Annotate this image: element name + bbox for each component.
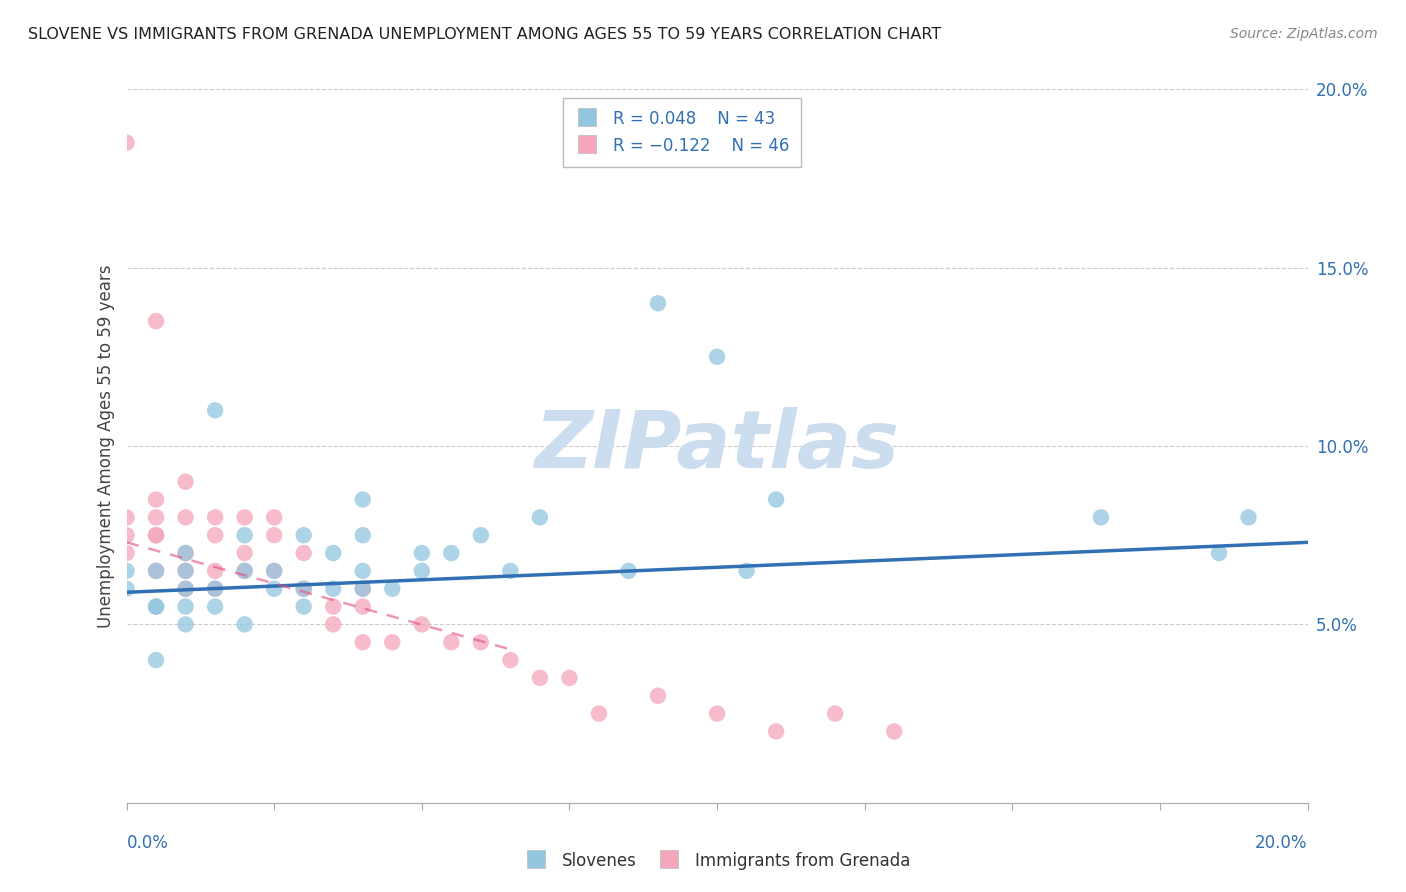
Point xyxy=(440,546,463,560)
Point xyxy=(706,706,728,721)
Point xyxy=(145,528,167,542)
Point xyxy=(411,564,433,578)
Point xyxy=(440,635,463,649)
Point xyxy=(292,528,315,542)
Point xyxy=(322,617,344,632)
Point xyxy=(352,492,374,507)
Point xyxy=(883,724,905,739)
Point xyxy=(352,582,374,596)
Point xyxy=(470,528,492,542)
Point xyxy=(115,29,138,43)
Text: ZIPatlas: ZIPatlas xyxy=(534,407,900,485)
Point xyxy=(292,546,315,560)
Point xyxy=(115,510,138,524)
Point xyxy=(292,599,315,614)
Point xyxy=(115,564,138,578)
Point xyxy=(263,510,285,524)
Point xyxy=(145,492,167,507)
Point xyxy=(145,653,167,667)
Point xyxy=(352,564,374,578)
Point xyxy=(1237,510,1260,524)
Point xyxy=(145,564,167,578)
Point xyxy=(735,564,758,578)
Point xyxy=(174,617,197,632)
Point xyxy=(204,564,226,578)
Point xyxy=(381,582,404,596)
Point xyxy=(411,617,433,632)
Point xyxy=(145,314,167,328)
Y-axis label: Unemployment Among Ages 55 to 59 years: Unemployment Among Ages 55 to 59 years xyxy=(97,264,115,628)
Point xyxy=(145,564,167,578)
Point xyxy=(322,599,344,614)
Point xyxy=(115,136,138,150)
Point xyxy=(647,296,669,310)
Point xyxy=(174,564,197,578)
Point xyxy=(352,582,374,596)
Point xyxy=(174,599,197,614)
Point xyxy=(204,582,226,596)
Point xyxy=(529,510,551,524)
Point xyxy=(824,706,846,721)
Point xyxy=(352,635,374,649)
Point xyxy=(233,546,256,560)
Text: 0.0%: 0.0% xyxy=(127,834,169,852)
Point xyxy=(292,582,315,596)
Point xyxy=(411,546,433,560)
Point xyxy=(499,564,522,578)
Point xyxy=(174,475,197,489)
Point xyxy=(233,528,256,542)
Point xyxy=(617,564,640,578)
Point xyxy=(233,617,256,632)
Text: 20.0%: 20.0% xyxy=(1256,834,1308,852)
Point xyxy=(204,582,226,596)
Legend: Slovenes, Immigrants from Grenada: Slovenes, Immigrants from Grenada xyxy=(517,845,917,877)
Point xyxy=(204,510,226,524)
Text: SLOVENE VS IMMIGRANTS FROM GRENADA UNEMPLOYMENT AMONG AGES 55 TO 59 YEARS CORREL: SLOVENE VS IMMIGRANTS FROM GRENADA UNEMP… xyxy=(28,27,942,42)
Point xyxy=(174,582,197,596)
Point xyxy=(145,599,167,614)
Point xyxy=(558,671,581,685)
Point xyxy=(174,564,197,578)
Point xyxy=(529,671,551,685)
Point xyxy=(322,582,344,596)
Point xyxy=(263,582,285,596)
Point xyxy=(174,582,197,596)
Point xyxy=(115,546,138,560)
Point xyxy=(233,510,256,524)
Point xyxy=(174,510,197,524)
Point xyxy=(352,528,374,542)
Point xyxy=(765,724,787,739)
Point xyxy=(204,528,226,542)
Point xyxy=(115,528,138,542)
Point xyxy=(145,528,167,542)
Point xyxy=(145,510,167,524)
Point xyxy=(263,564,285,578)
Point xyxy=(706,350,728,364)
Point xyxy=(1208,546,1230,560)
Point xyxy=(292,582,315,596)
Point xyxy=(204,403,226,417)
Point xyxy=(145,599,167,614)
Point xyxy=(470,635,492,649)
Point xyxy=(233,564,256,578)
Point xyxy=(174,546,197,560)
Text: Source: ZipAtlas.com: Source: ZipAtlas.com xyxy=(1230,27,1378,41)
Point xyxy=(647,689,669,703)
Point xyxy=(204,599,226,614)
Point xyxy=(174,546,197,560)
Point xyxy=(588,706,610,721)
Point xyxy=(352,599,374,614)
Point xyxy=(765,492,787,507)
Point xyxy=(1090,510,1112,524)
Point xyxy=(115,582,138,596)
Point xyxy=(322,546,344,560)
Point xyxy=(263,564,285,578)
Point xyxy=(499,653,522,667)
Point xyxy=(233,564,256,578)
Point xyxy=(263,528,285,542)
Point xyxy=(381,635,404,649)
